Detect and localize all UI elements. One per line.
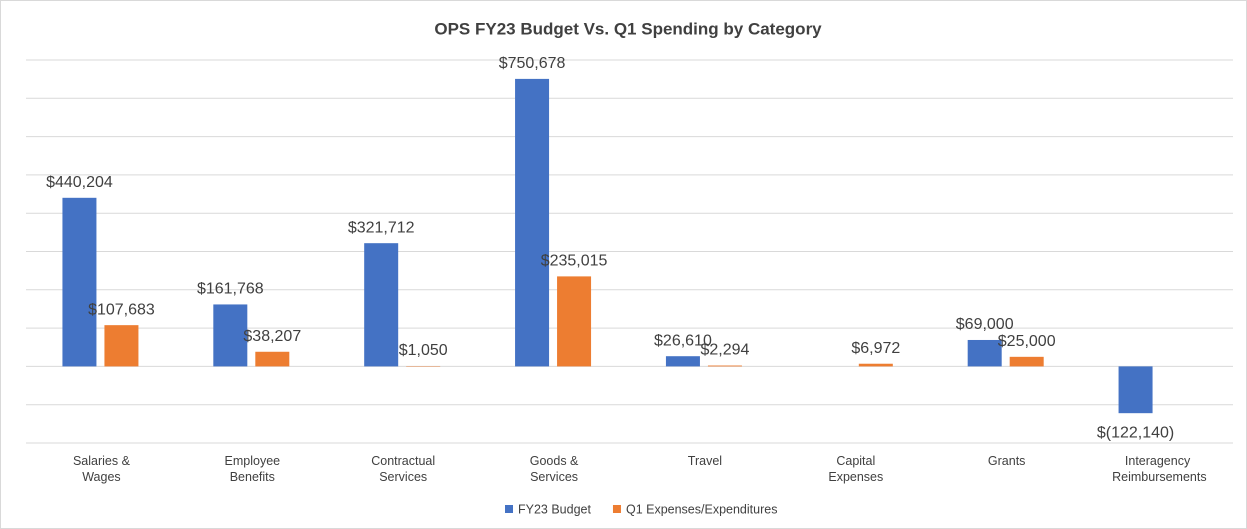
bar (967, 339, 1002, 367)
x-tick-label: Travel (687, 454, 723, 468)
data-label: $26,610 (654, 332, 712, 349)
bar (858, 363, 893, 367)
data-label: $235,015 (541, 253, 608, 270)
x-tick-label: Salaries & Wages (72, 454, 130, 484)
bar (1009, 356, 1044, 367)
bar (62, 197, 97, 367)
x-tick-label: Interagency Reimbursements (1112, 454, 1207, 484)
bar (557, 276, 592, 367)
bar (707, 365, 742, 367)
legend-swatch (505, 505, 513, 513)
data-label: $440,204 (46, 174, 113, 191)
bar (104, 325, 139, 367)
bar (515, 78, 550, 367)
x-label-box: Interagency Reimbursements (1112, 454, 1207, 484)
bar (1118, 366, 1153, 414)
data-label: $25,000 (998, 333, 1056, 350)
legend-swatch (612, 505, 621, 513)
x-label-box: Contractual Services (371, 454, 436, 484)
data-label: $107,683 (88, 301, 155, 318)
data-label: $2,294 (700, 342, 749, 359)
x-label-box: Employee Benefits (224, 454, 281, 484)
bar (255, 351, 290, 367)
chart-title: OPS FY23 Budget Vs. Q1 Spending by Categ… (434, 19, 822, 38)
data-label: $321,712 (348, 219, 415, 236)
bar (213, 304, 248, 367)
x-label-box: Goods & Services (529, 454, 579, 484)
bar (364, 243, 399, 367)
data-label: $(122,140) (1097, 424, 1174, 441)
x-label-box: Grants (987, 454, 1026, 468)
x-tick-label: Goods & Services (529, 454, 579, 484)
x-label-box: Capital Expenses (828, 454, 884, 484)
x-label-box: Travel (687, 454, 723, 468)
data-label: $1,050 (399, 342, 448, 359)
x-tick-label: Capital Expenses (828, 454, 884, 484)
data-label: $6,972 (851, 340, 900, 357)
data-label: $161,768 (197, 281, 264, 298)
data-label: $38,207 (243, 328, 301, 345)
bar (665, 356, 700, 367)
x-tick-label: Grants (987, 454, 1026, 468)
x-tick-label: Contractual Services (371, 454, 436, 484)
x-label-box: Salaries & Wages (72, 454, 130, 484)
legend-label: FY23 Budget (518, 502, 591, 516)
data-label: $69,000 (956, 316, 1014, 333)
x-tick-label: Employee Benefits (224, 454, 281, 484)
legend-label: Q1 Expenses/Expenditures (626, 502, 777, 516)
data-label: $750,678 (499, 55, 566, 72)
